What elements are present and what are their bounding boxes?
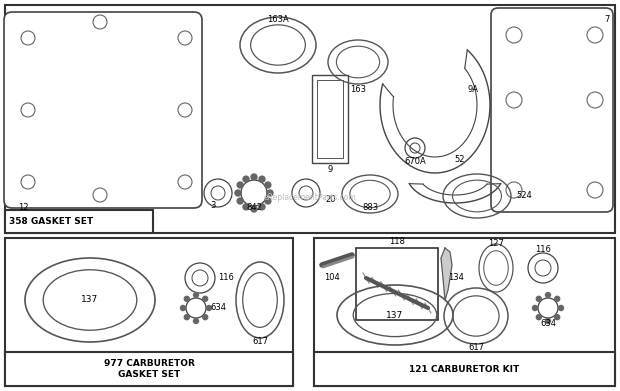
Text: 7: 7 [604, 16, 610, 25]
Text: 634: 634 [210, 303, 226, 312]
Circle shape [555, 296, 560, 301]
Circle shape [203, 296, 208, 301]
Text: 163: 163 [350, 86, 366, 95]
Text: 9A: 9A [468, 86, 479, 95]
Circle shape [180, 305, 185, 310]
Circle shape [259, 176, 265, 182]
Circle shape [533, 305, 538, 310]
Text: 118: 118 [389, 237, 405, 246]
Text: 842: 842 [246, 203, 262, 212]
Bar [356, 248, 438, 320]
Text: 52: 52 [454, 156, 465, 165]
Circle shape [265, 182, 271, 188]
Bar [317, 80, 343, 158]
FancyBboxPatch shape [491, 8, 613, 212]
Text: 617: 617 [468, 344, 484, 353]
Text: 116: 116 [218, 273, 234, 283]
Text: 634: 634 [540, 319, 556, 328]
Text: 670A: 670A [404, 158, 426, 167]
Circle shape [546, 292, 551, 298]
Circle shape [193, 292, 198, 298]
Text: 358 GASKET SET: 358 GASKET SET [9, 217, 93, 226]
Text: 20: 20 [325, 196, 335, 204]
Circle shape [184, 296, 189, 301]
Circle shape [184, 315, 189, 320]
Circle shape [237, 198, 243, 204]
Text: 3: 3 [210, 201, 215, 210]
Text: 104: 104 [324, 273, 340, 283]
Text: 137: 137 [81, 296, 99, 305]
Text: 116: 116 [535, 246, 551, 255]
Circle shape [251, 206, 257, 212]
Bar [5, 5, 615, 233]
Text: 883: 883 [362, 203, 378, 212]
Bar [5, 238, 293, 386]
Text: 524: 524 [516, 192, 532, 201]
Circle shape [251, 174, 257, 180]
Circle shape [206, 305, 211, 310]
Circle shape [237, 182, 243, 188]
Text: 12: 12 [18, 203, 29, 212]
Circle shape [193, 319, 198, 323]
Text: eReplacementParts.com: eReplacementParts.com [264, 194, 356, 203]
Text: 9: 9 [327, 165, 332, 174]
Circle shape [267, 190, 273, 196]
Circle shape [203, 315, 208, 320]
Bar [312, 75, 348, 163]
Bar [5, 352, 293, 386]
Text: 121 CARBURETOR KIT: 121 CARBURETOR KIT [409, 364, 519, 373]
Circle shape [536, 315, 541, 320]
Circle shape [259, 204, 265, 210]
Circle shape [265, 198, 271, 204]
Text: 127: 127 [488, 240, 504, 249]
Text: 137: 137 [386, 310, 404, 319]
Circle shape [559, 305, 564, 310]
Text: 617: 617 [252, 337, 268, 346]
Circle shape [555, 315, 560, 320]
Polygon shape [441, 248, 452, 300]
Circle shape [536, 296, 541, 301]
Circle shape [243, 204, 249, 210]
Text: 977 CARBURETOR
GASKET SET: 977 CARBURETOR GASKET SET [104, 359, 195, 379]
Bar [5, 210, 153, 233]
Circle shape [243, 176, 249, 182]
Text: 163A: 163A [267, 16, 289, 25]
Circle shape [235, 190, 241, 196]
Text: 134: 134 [448, 273, 464, 283]
Bar [314, 238, 615, 386]
Bar [314, 352, 615, 386]
Circle shape [546, 319, 551, 323]
FancyBboxPatch shape [4, 12, 202, 208]
